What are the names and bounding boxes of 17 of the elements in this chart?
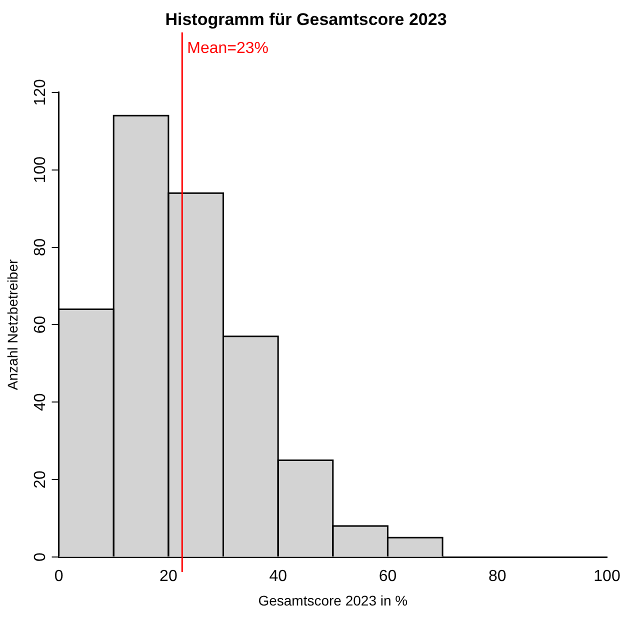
y-tick-label: 100 [32, 156, 50, 184]
y-tick-label: 20 [32, 470, 50, 488]
ref-line-label: Mean=23% [187, 40, 269, 57]
y-tick-label: 40 [32, 393, 50, 412]
x-tick-label: 60 [378, 568, 397, 586]
y-tick-label: 0 [32, 552, 50, 562]
y-tick-label: 120 [32, 78, 50, 106]
y-tick-label: 80 [32, 238, 50, 256]
x-tick-label: 40 [269, 568, 288, 586]
chart-title: Histogramm für Gesamtscore 2023 [165, 10, 447, 29]
x-tick-label: 20 [160, 568, 178, 586]
x-tick-label: 100 [594, 568, 620, 586]
x-axis-title: Gesamtscore 2023 in % [258, 592, 408, 608]
x-tick-label: 80 [488, 568, 506, 586]
y-tick-label: 60 [32, 316, 50, 334]
y-axis-title: Anzahl Netzbetreiber [4, 259, 20, 390]
x-tick-label: 0 [54, 568, 64, 586]
